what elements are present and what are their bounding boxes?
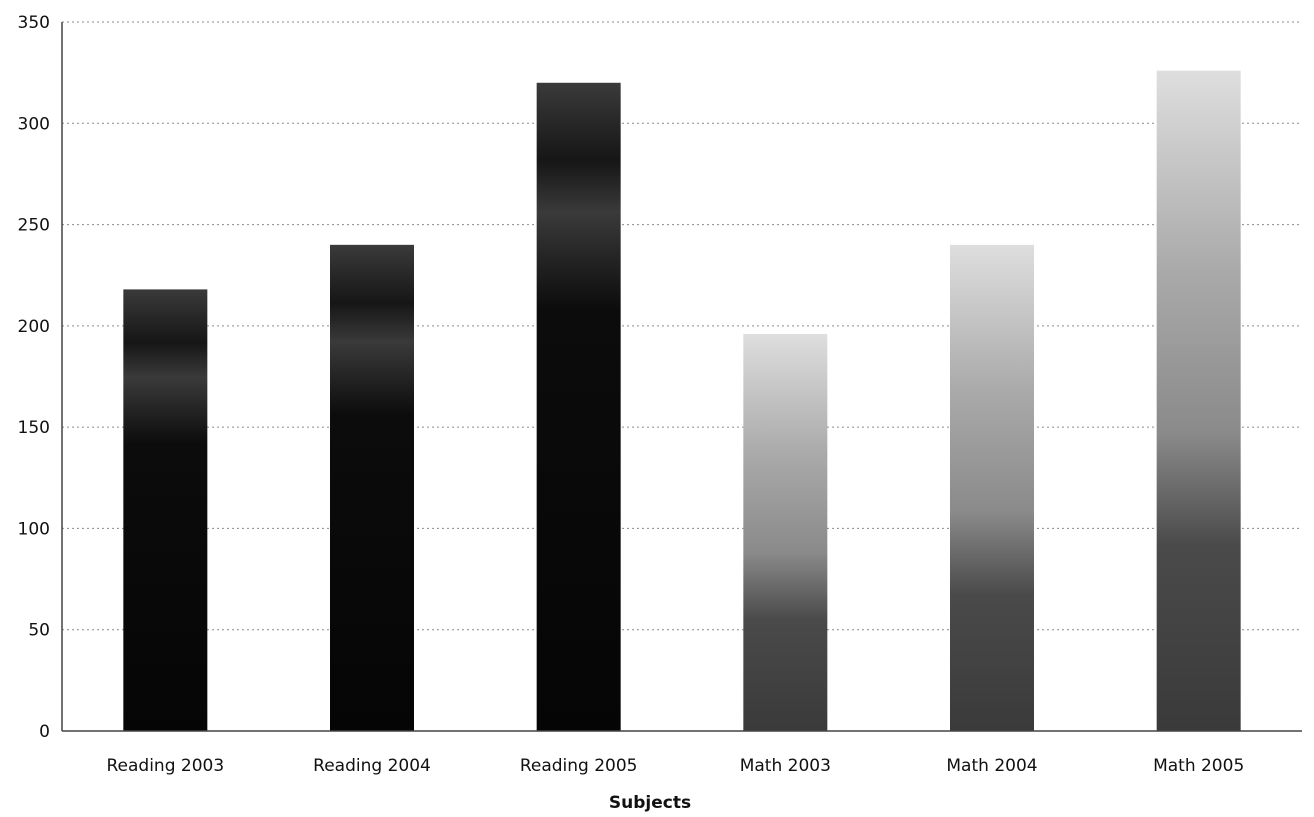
- x-tick-label: Reading 2005: [520, 756, 638, 776]
- bars: [123, 70, 1241, 732]
- x-tick-label: Reading 2004: [313, 756, 431, 776]
- x-tick-label: Math 2004: [946, 756, 1037, 776]
- y-tick-label: 200: [18, 317, 50, 337]
- x-tick-label: Math 2005: [1153, 756, 1244, 776]
- bar-reading-2003: [123, 289, 208, 731]
- bar-math-2005: [1156, 70, 1241, 732]
- x-tick-label: Math 2003: [740, 756, 831, 776]
- x-axis-categories: Reading 2003 Reading 2004 Reading 2005 Math…: [106, 756, 1244, 776]
- y-tick-label: 300: [18, 114, 50, 134]
- bar-reading-2004: [330, 244, 414, 732]
- x-tick-label: Reading 2003: [106, 756, 224, 776]
- x-axis-title: Subjects: [609, 793, 691, 813]
- y-axis-ticks: 0 50 100 150 200 250 300 350: [18, 13, 50, 742]
- bar-math-2003: [743, 333, 828, 731]
- bar-reading-2005: [536, 82, 621, 732]
- y-tick-label: 0: [39, 722, 50, 742]
- y-tick-label: 100: [18, 519, 50, 539]
- gridlines: [62, 21, 1302, 631]
- y-tick-label: 250: [18, 216, 50, 236]
- y-tick-label: 350: [18, 13, 50, 33]
- y-tick-label: 150: [18, 418, 50, 438]
- y-tick-label: 50: [28, 621, 50, 641]
- bar-math-2004: [950, 244, 1034, 732]
